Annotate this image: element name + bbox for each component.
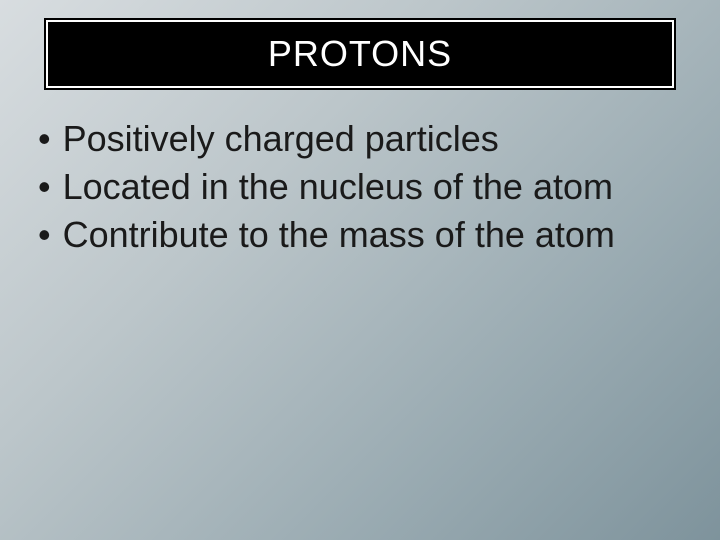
bullet-icon: • — [38, 212, 51, 258]
bullet-icon: • — [38, 116, 51, 162]
bullet-text: Positively charged particles — [63, 116, 499, 162]
slide-container: PROTONS • Positively charged particles •… — [0, 0, 720, 540]
content-area: • Positively charged particles • Located… — [38, 116, 682, 260]
bullet-text: Contribute to the mass of the atom — [63, 212, 615, 258]
bullet-icon: • — [38, 164, 51, 210]
bullet-text: Located in the nucleus of the atom — [63, 164, 613, 210]
bullet-item: • Located in the nucleus of the atom — [38, 164, 682, 210]
title-box: PROTONS — [46, 20, 674, 88]
bullet-item: • Positively charged particles — [38, 116, 682, 162]
bullet-item: • Contribute to the mass of the atom — [38, 212, 682, 258]
slide-title: PROTONS — [268, 33, 452, 75]
